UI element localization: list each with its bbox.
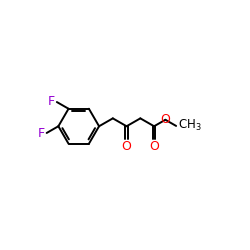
Text: F: F <box>38 128 45 140</box>
Text: O: O <box>122 140 132 153</box>
Text: O: O <box>149 140 159 153</box>
Text: CH$_3$: CH$_3$ <box>178 118 201 134</box>
Text: O: O <box>160 113 170 126</box>
Text: F: F <box>48 94 55 108</box>
